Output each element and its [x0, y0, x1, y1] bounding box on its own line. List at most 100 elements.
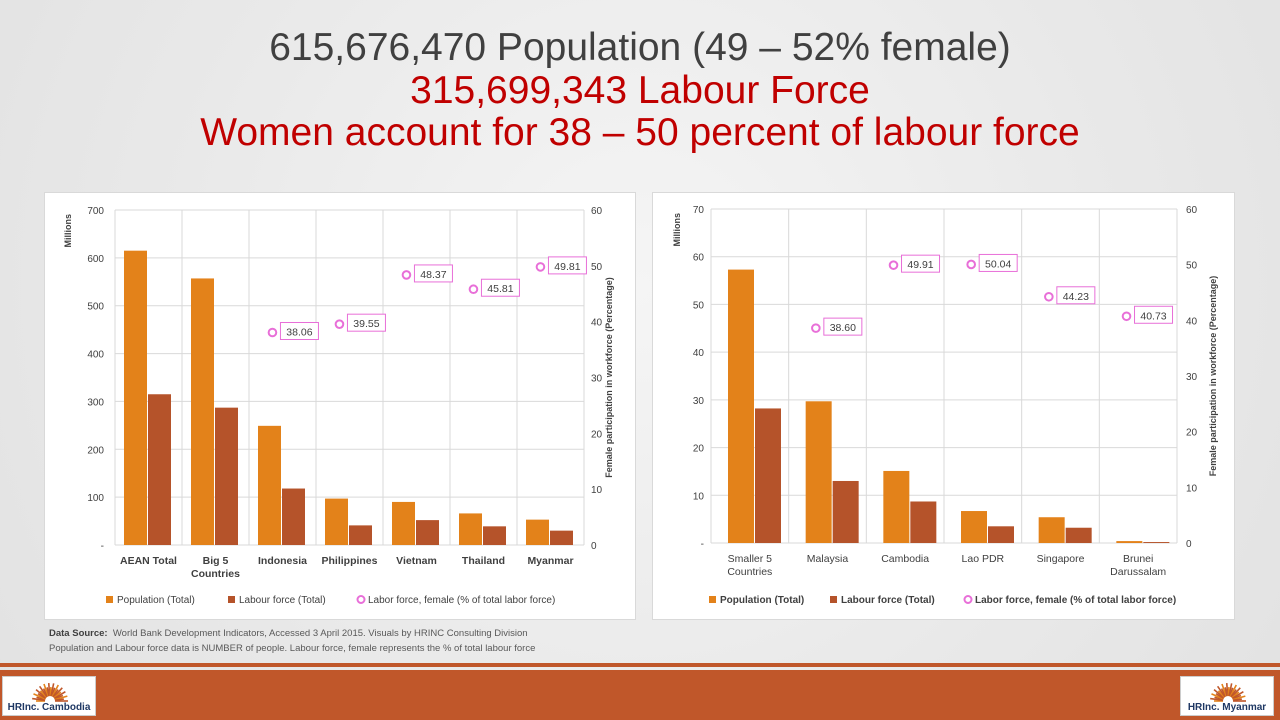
- female-share-point: [535, 262, 546, 272]
- logo-country: Myanmar: [1222, 702, 1267, 713]
- sunburst-ray: [46, 687, 50, 697]
- data-label-box: [480, 278, 520, 297]
- y-axis-title: Millions: [63, 214, 73, 248]
- data-label-box: [1134, 305, 1174, 324]
- data-label-box: [279, 321, 319, 340]
- bar-labour-force: [755, 408, 781, 543]
- sunburst-ray: [53, 691, 62, 699]
- bar-labour-force: [148, 394, 171, 545]
- y-tick-label: 30: [693, 396, 705, 407]
- legend-swatch-population: [106, 596, 113, 603]
- bar-labour-force: [1065, 527, 1092, 543]
- chart-panel-big5: - 100 200 300 400 500 600 700 0 10 20 30 40 50 60 Milli…: [44, 192, 636, 620]
- sunburst-ray: [1210, 697, 1224, 702]
- logo-brand: HRInc.: [7, 702, 40, 713]
- bar-labour-force: [988, 526, 1014, 543]
- y-tick-label: 20: [693, 444, 705, 455]
- sunburst-ray: [1229, 684, 1237, 697]
- female-share-label: 50.04: [985, 258, 1011, 270]
- y-tick-label: 400: [87, 350, 104, 361]
- y-tick-label: 40: [693, 348, 705, 359]
- data-label-box: [978, 253, 1018, 272]
- bar-population: [191, 278, 214, 545]
- female-share-point: [1121, 311, 1132, 322]
- source-line-1: World Bank Development Indicators, Acces…: [112, 628, 528, 639]
- data-label-box: [1056, 286, 1096, 305]
- y2-tick-label: 50: [591, 262, 603, 273]
- y-tick-label: 10: [693, 491, 705, 502]
- sunburst-icon: [1210, 682, 1246, 702]
- female-share-point: [468, 284, 479, 295]
- logo-brand: HRInc.: [1187, 702, 1220, 713]
- legend-swatch-labour: [228, 596, 235, 603]
- y-tick-label: -: [701, 539, 704, 550]
- female-share-label: 38.60: [830, 322, 856, 334]
- sunburst-ray: [38, 685, 48, 698]
- category-label: Indonesia: [258, 555, 307, 567]
- y2-tick-label: 50: [1186, 261, 1198, 272]
- category-label: Big 5: [203, 555, 229, 567]
- y-tick-label: -: [101, 541, 104, 552]
- bar-labour-force: [483, 526, 506, 545]
- bar-labour-force: [282, 488, 305, 545]
- y2-tick-label: 0: [1186, 539, 1192, 550]
- bar-population: [1038, 517, 1065, 543]
- category-label: Brunei: [1123, 553, 1153, 565]
- source-line-2: Population and Labour force data is NUMB…: [49, 643, 536, 654]
- sunburst-ray: [51, 684, 59, 697]
- y-tick-label: 70: [693, 205, 705, 216]
- bar-labour-force: [910, 501, 937, 543]
- sunburst-icon: [32, 682, 68, 702]
- female-share-point: [811, 323, 821, 333]
- data-label-box: [901, 254, 941, 273]
- bar-population: [459, 513, 482, 545]
- sunburst-ray: [49, 686, 52, 697]
- source-label: Data Source:: [49, 628, 108, 639]
- data-label-box: [346, 313, 386, 332]
- female-share-label: 38.06: [286, 326, 312, 338]
- logo-hrinc-myanmar: HRInc. Myanmar: [1180, 676, 1274, 716]
- y-axis-title: Millions: [672, 213, 682, 247]
- bar-population: [728, 269, 754, 543]
- sunburst-ray: [54, 698, 64, 702]
- y-tick-label: 100: [87, 493, 104, 504]
- sunburst-ray: [1224, 687, 1228, 697]
- sunburst-ray: [1232, 694, 1242, 700]
- sunburst-ray: [47, 682, 51, 697]
- sunburst-ray: [1213, 689, 1225, 699]
- sunburst-ray: [1231, 691, 1240, 699]
- bar-labour-force: [349, 525, 372, 545]
- y-tick-label: 500: [87, 302, 104, 313]
- bar-population: [961, 511, 987, 543]
- sunburst-ray: [1227, 686, 1230, 697]
- sunburst-ray: [43, 683, 50, 697]
- sunburst-ray: [53, 690, 66, 700]
- category-label: Philippines: [321, 555, 377, 567]
- sunburst-ray: [37, 693, 47, 700]
- legend-label: Labor force, female (% of total labor fo…: [975, 595, 1176, 606]
- legend-label: Labor force, female (% of total labor fo…: [368, 595, 555, 606]
- data-label-box: [823, 317, 863, 336]
- sunburst-ray: [1211, 693, 1224, 700]
- sunburst-ray: [1225, 682, 1229, 697]
- female-share-label: 49.91: [907, 259, 933, 271]
- sunburst-ray: [52, 687, 63, 698]
- title-women-share: Women account for 38 – 50 percent of lab…: [200, 111, 1080, 154]
- bar-population: [325, 498, 348, 545]
- sunburst-ray: [1214, 696, 1224, 701]
- y2-tick-label: 10: [591, 485, 603, 496]
- female-share-point: [1044, 291, 1054, 302]
- bar-labour-force: [550, 530, 573, 545]
- y2-tick-label: 20: [591, 429, 603, 440]
- logo-hrinc-cambodia: HRInc. Cambodia: [2, 676, 96, 716]
- y2-tick-label: 40: [1186, 316, 1198, 327]
- y2-tick-label: 30: [591, 374, 603, 385]
- sunburst-ray: [36, 696, 46, 701]
- y2-tick-label: 40: [591, 318, 603, 329]
- y-tick-label: 300: [87, 397, 104, 408]
- sunburst-ray: [52, 689, 59, 698]
- bar-labour-force: [832, 480, 859, 543]
- y-tick-label: 60: [693, 253, 705, 264]
- chart-smaller5-svg: - 10 20 30 40 50 60 70 0 10 20 30 40 50 60 Millions Fema…: [672, 205, 1218, 606]
- y2-tick-label: 60: [591, 206, 603, 217]
